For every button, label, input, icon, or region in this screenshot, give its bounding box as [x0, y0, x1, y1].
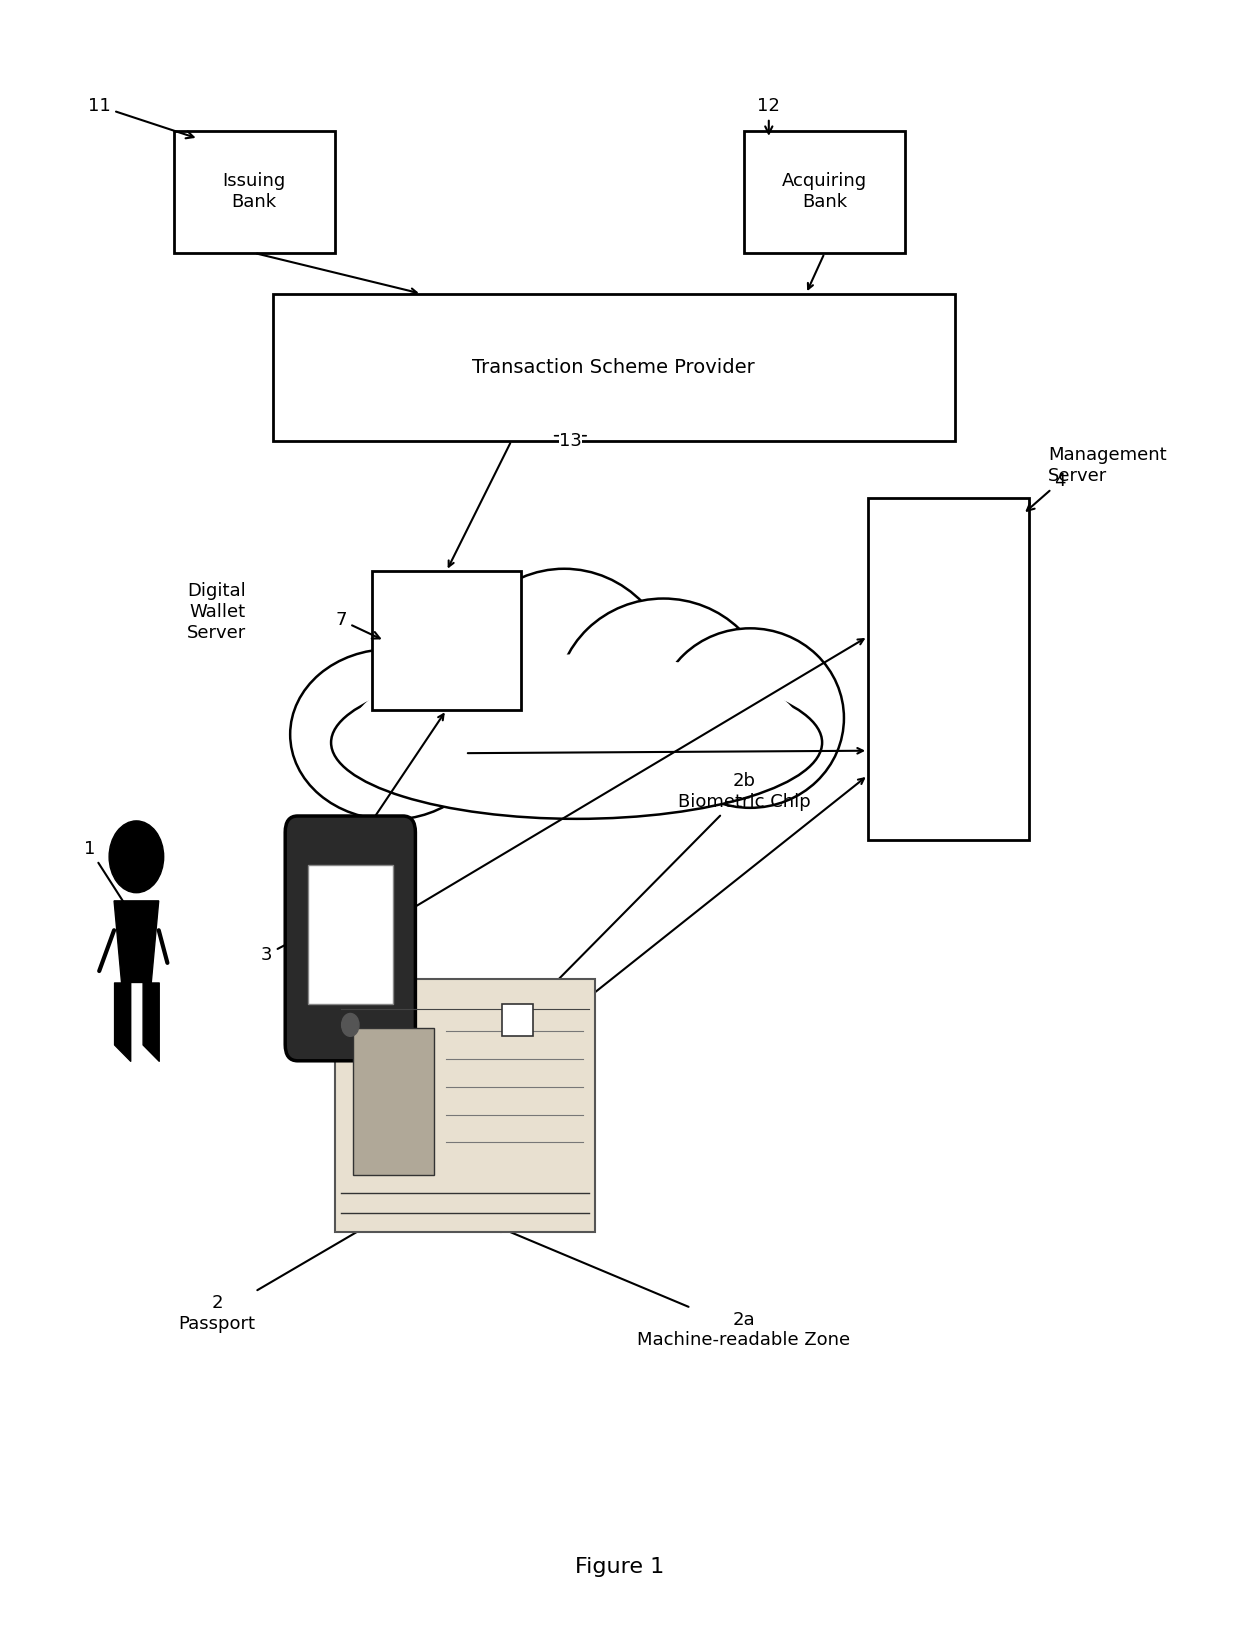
- FancyBboxPatch shape: [285, 816, 415, 1061]
- FancyBboxPatch shape: [273, 294, 955, 441]
- FancyBboxPatch shape: [174, 131, 335, 253]
- Ellipse shape: [331, 666, 822, 819]
- FancyBboxPatch shape: [372, 571, 521, 710]
- FancyBboxPatch shape: [502, 1004, 533, 1036]
- Text: 1: 1: [83, 839, 134, 917]
- Ellipse shape: [557, 599, 770, 805]
- Text: 13: 13: [559, 431, 582, 450]
- Ellipse shape: [355, 610, 600, 808]
- Text: 2
Passport: 2 Passport: [179, 1219, 379, 1333]
- Text: 11: 11: [88, 96, 193, 139]
- FancyBboxPatch shape: [868, 498, 1029, 840]
- FancyBboxPatch shape: [744, 131, 905, 253]
- Text: Transaction Scheme Provider: Transaction Scheme Provider: [472, 357, 755, 377]
- Ellipse shape: [290, 650, 491, 819]
- Text: 2b
Biometric Chip: 2b Biometric Chip: [522, 772, 811, 1017]
- Text: 3: 3: [260, 940, 293, 965]
- Ellipse shape: [656, 628, 844, 808]
- Text: 12: 12: [758, 96, 780, 134]
- FancyBboxPatch shape: [308, 865, 393, 1004]
- Text: 4: 4: [1027, 472, 1066, 511]
- Text: Figure 1: Figure 1: [575, 1557, 665, 1577]
- Text: Digital
Wallet
Server: Digital Wallet Server: [187, 583, 247, 641]
- Text: Issuing
Bank: Issuing Bank: [222, 173, 286, 211]
- Text: 2a
Machine-readable Zone: 2a Machine-readable Zone: [496, 1226, 851, 1350]
- Circle shape: [341, 1013, 360, 1036]
- Ellipse shape: [353, 654, 800, 798]
- Ellipse shape: [453, 568, 676, 801]
- FancyBboxPatch shape: [335, 979, 595, 1232]
- Text: 7: 7: [335, 610, 379, 638]
- Circle shape: [109, 821, 164, 893]
- Text: Management
Server: Management Server: [1048, 446, 1167, 485]
- Polygon shape: [114, 901, 159, 982]
- Text: Acquiring
Bank: Acquiring Bank: [782, 173, 867, 211]
- FancyBboxPatch shape: [353, 1028, 434, 1175]
